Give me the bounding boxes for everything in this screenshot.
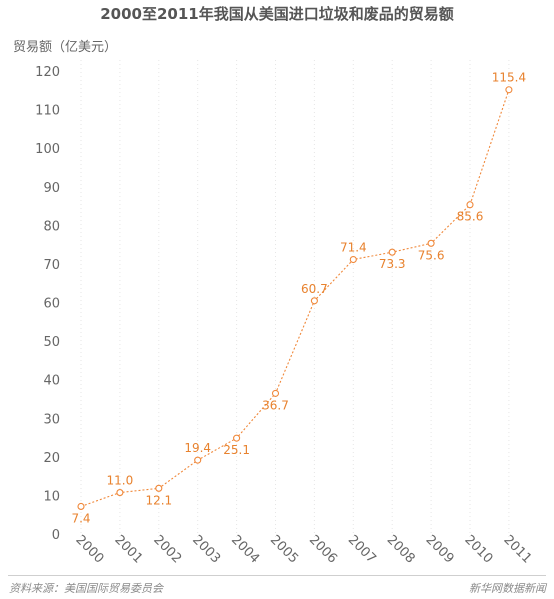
y-axis-label: 贸易额（亿美元）	[13, 40, 118, 55]
series-line	[80, 89, 510, 507]
data-point-2007	[349, 255, 357, 264]
data-point-2009	[427, 239, 435, 247]
x-tick-2000: 2000	[72, 533, 106, 567]
y-tick-30: 30	[43, 412, 60, 427]
y-tick-60: 60	[43, 297, 60, 312]
data-label-2005: 36.7	[262, 398, 289, 412]
y-tick-50: 50	[43, 335, 60, 350]
x-tick-2010: 2010	[461, 533, 495, 567]
y-tick-0: 0	[52, 528, 60, 543]
source-note: 资料来源：美国国际贸易委员会	[9, 582, 163, 595]
y-tick-90: 90	[43, 181, 60, 196]
y-tick-120: 120	[35, 65, 60, 80]
chart-title: 2000至2011年我国从美国进口垃圾和废品的贸易额	[100, 5, 454, 23]
data-point-2010	[466, 201, 474, 209]
y-tick-10: 10	[43, 489, 60, 504]
x-tick-2003: 2003	[189, 533, 223, 567]
y-tick-20: 20	[43, 451, 60, 466]
data-label-2007: 71.4	[340, 241, 367, 255]
data-point-2002	[155, 484, 163, 492]
x-tick-2011: 2011	[500, 533, 534, 567]
y-tick-100: 100	[35, 142, 60, 157]
x-tick-2007: 2007	[345, 533, 379, 567]
x-tick-2008: 2008	[384, 533, 418, 567]
data-point-2008	[388, 248, 396, 256]
data-label-2011: 115.4	[492, 71, 526, 85]
x-tick-2004: 2004	[228, 533, 262, 567]
data-label-2009: 75.6	[418, 248, 445, 262]
footer: 资料来源：美国国际贸易委员会 新华网数据新闻	[0, 575, 554, 599]
data-point-2011	[505, 86, 513, 94]
data-point-2004	[233, 434, 241, 442]
data-point-2005	[271, 389, 280, 397]
x-tick-2006: 2006	[306, 533, 340, 567]
data-label-2003: 19.4	[184, 441, 211, 455]
brand-credit: 新华网数据新闻	[469, 582, 546, 595]
data-point-2001	[116, 489, 124, 497]
footer-divider	[8, 575, 546, 576]
data-label-2001: 11.0	[107, 474, 134, 488]
line-chart: 0 10 20 30 40 50 60 70 80 90 100 110 120 2000 2001 2002…	[35, 60, 534, 567]
data-label-2006: 60.7	[301, 282, 328, 296]
y-tick-80: 80	[43, 219, 60, 234]
data-point-2000	[77, 502, 85, 510]
data-label-2000: 7.4	[71, 511, 90, 525]
x-tick-2001: 2001	[111, 533, 145, 567]
x-tick-2009: 2009	[423, 533, 457, 567]
data-label-2002: 12.1	[145, 493, 172, 507]
data-label-2008: 73.3	[379, 257, 406, 271]
y-tick-110: 110	[35, 104, 60, 119]
data-point-2003	[194, 456, 202, 464]
y-tick-70: 70	[43, 258, 60, 273]
x-tick-2002: 2002	[150, 533, 184, 567]
data-label-2010: 85.6	[457, 210, 484, 224]
data-point-2006	[310, 297, 318, 305]
y-tick-40: 40	[43, 374, 60, 389]
data-label-2004: 25.1	[223, 443, 250, 457]
x-tick-2005: 2005	[267, 533, 301, 567]
